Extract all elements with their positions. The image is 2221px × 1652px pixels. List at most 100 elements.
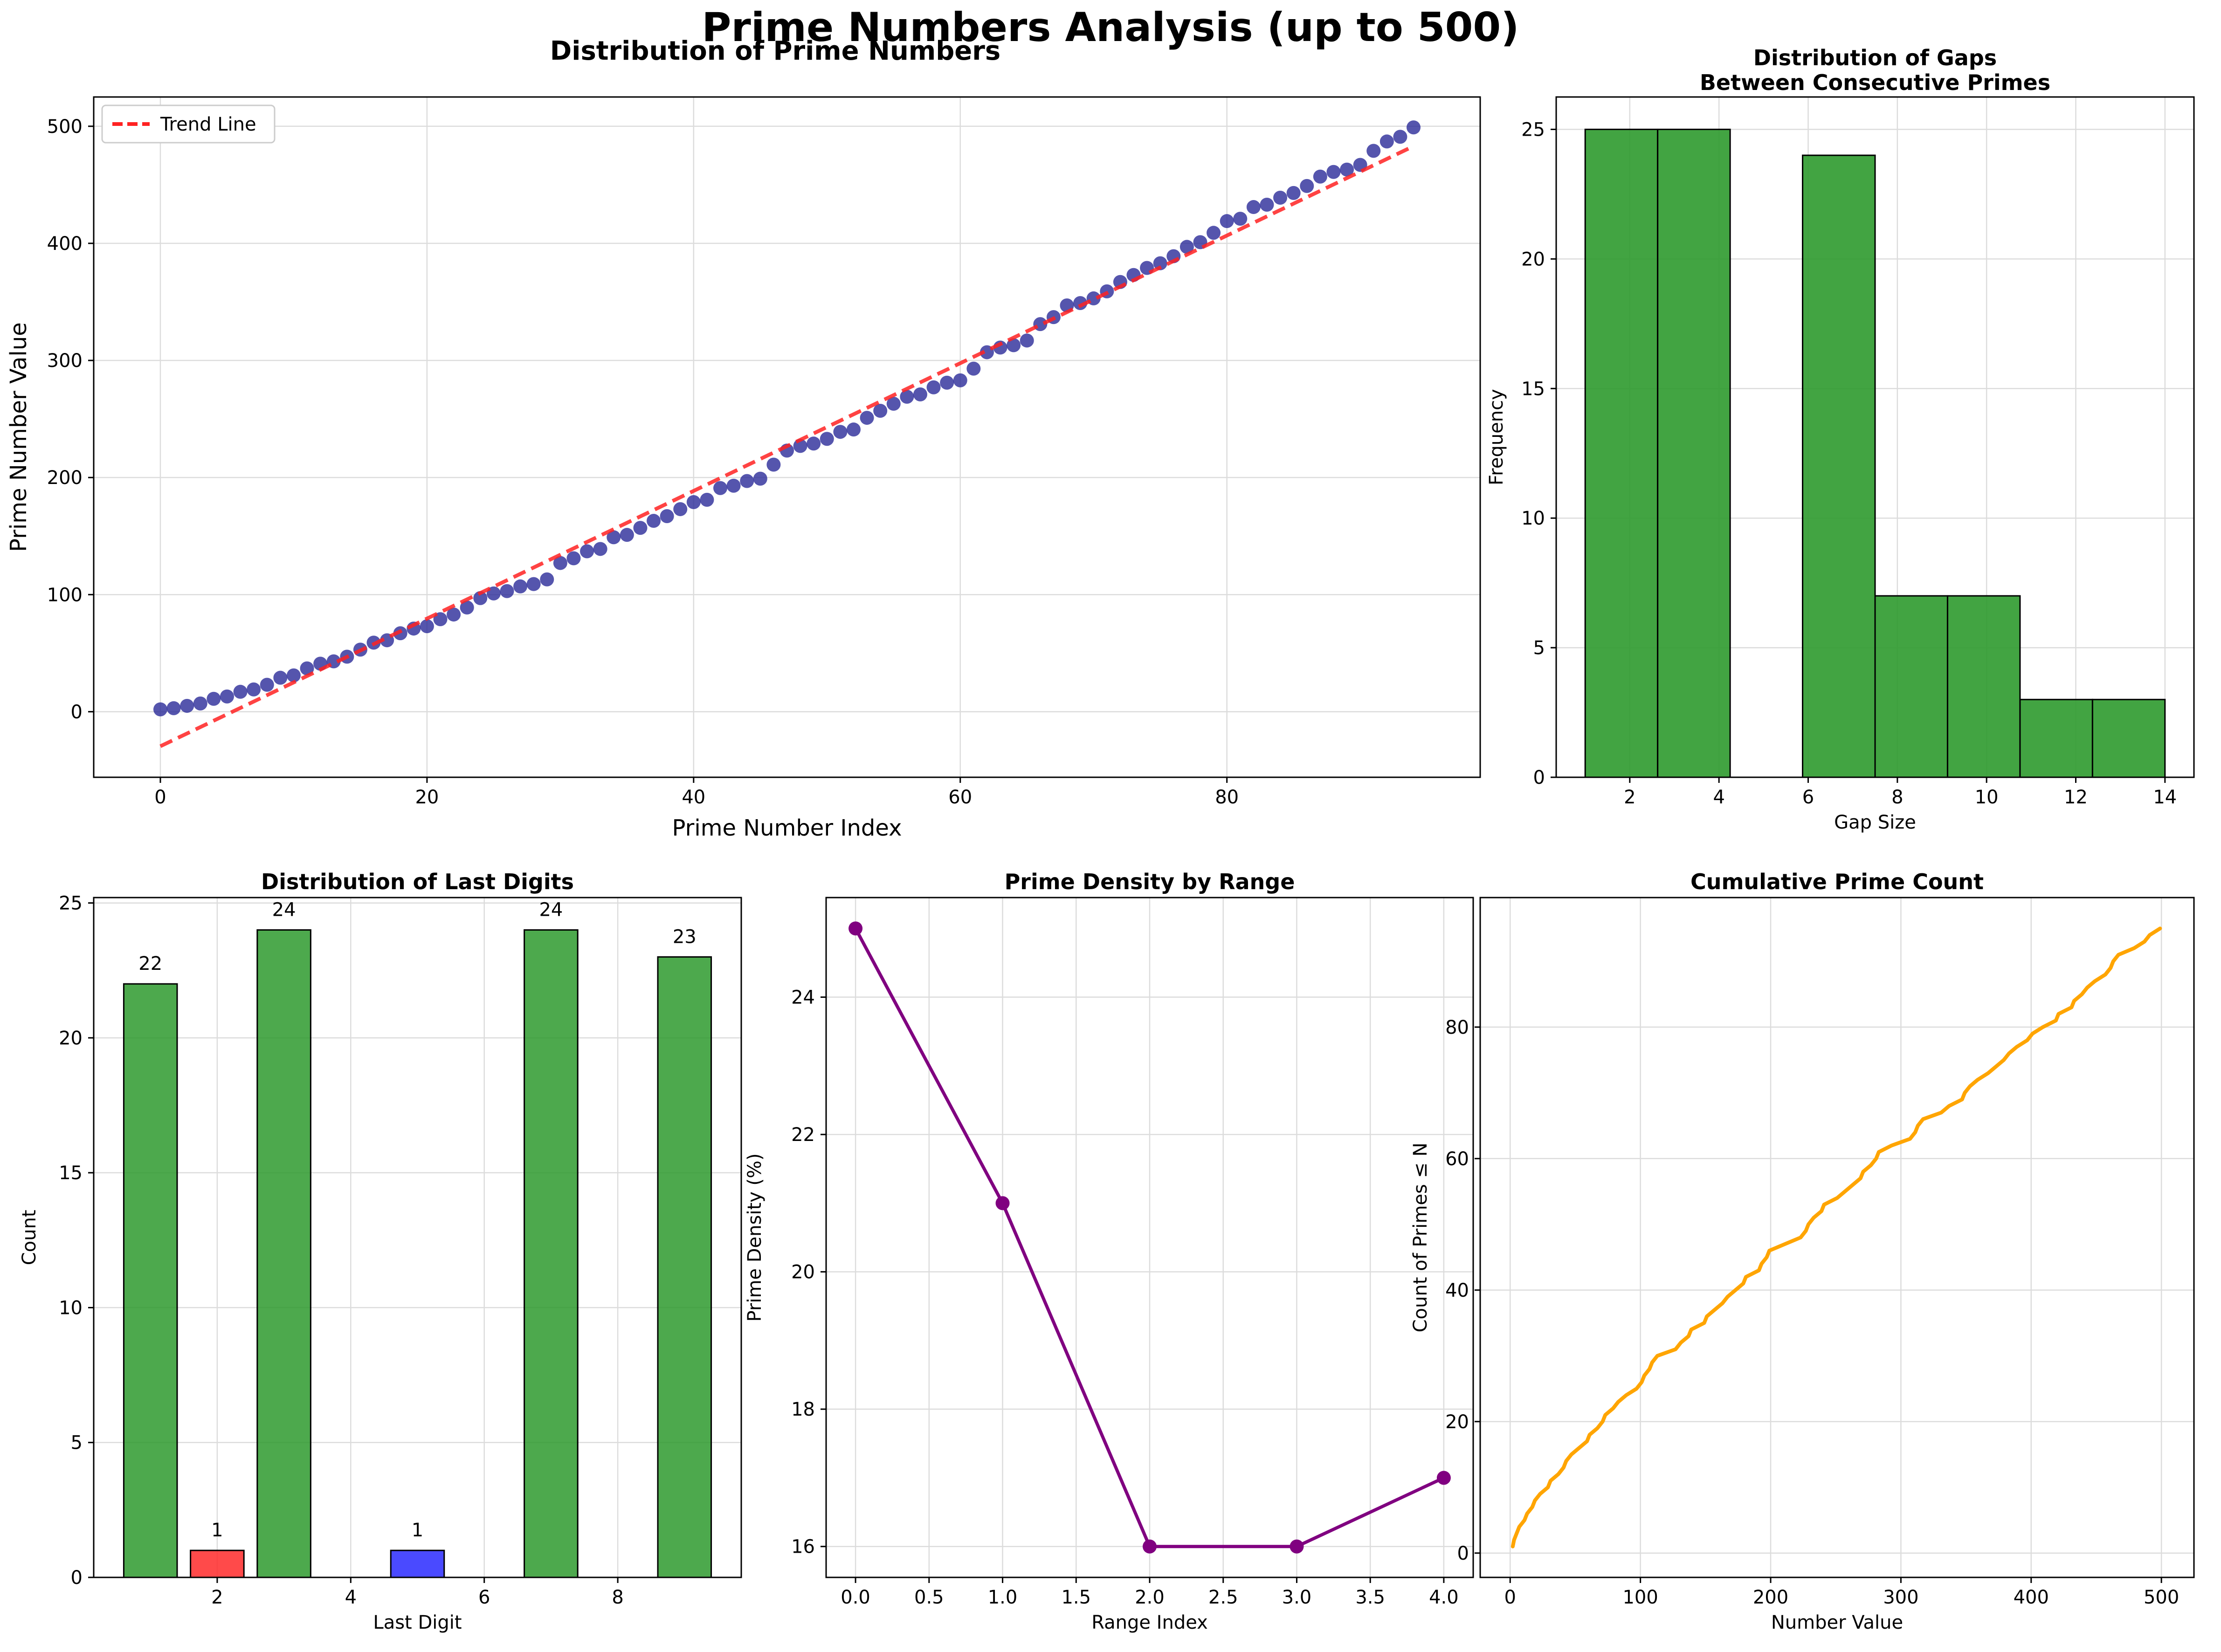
prime-point [233, 684, 248, 699]
prime-point [260, 677, 274, 692]
x-tick-label: 200 [1753, 1587, 1788, 1608]
x-tick-label: 0 [1504, 1587, 1516, 1608]
y-tick-label: 18 [791, 1399, 815, 1420]
gap-histogram-panel: 2 4 6 8 10 12 14 0 5 10 15 20 25 Gap Size Frequency Dis… [1486, 45, 2195, 833]
x-tick-label: 80 [1215, 787, 1239, 808]
x-tick-label: 40 [682, 787, 705, 808]
prime-point [1260, 198, 1274, 212]
prime-point [553, 556, 567, 570]
digit-bar [123, 983, 178, 1578]
prime-point [273, 670, 288, 685]
x-tick-label: 4 [345, 1587, 357, 1608]
histogram-bar [1584, 128, 1659, 778]
panel-title: Between Consecutive Primes [1700, 70, 2050, 95]
y-tick-label: 20 [1445, 1411, 1469, 1433]
bar-data-label: 1 [211, 1520, 223, 1541]
prime-point [1153, 256, 1167, 270]
y-tick-label: 0 [1533, 767, 1545, 788]
x-tick-label: 0 [154, 787, 166, 808]
cumulative-line [1511, 926, 2162, 1548]
prime-point [820, 432, 834, 446]
prime-point [1407, 120, 1421, 135]
prime-point [473, 591, 488, 605]
prime-point [526, 577, 541, 591]
legend-box [101, 104, 276, 144]
prime-point [300, 661, 314, 676]
y-tick-label: 5 [1533, 637, 1545, 659]
y-tick-label: 400 [47, 233, 83, 255]
trend-line [159, 144, 1414, 748]
y-axis-label: Prime Number Value [6, 322, 32, 552]
y-tick-label: 24 [791, 987, 815, 1009]
y-tick-label: 300 [47, 350, 83, 372]
prime-point [700, 492, 714, 507]
plot-frame [825, 897, 1474, 1578]
prime-point [220, 689, 234, 704]
prime-point [873, 403, 888, 418]
prime-point [966, 361, 981, 376]
x-axis-label: Number Value [1771, 1612, 1903, 1633]
prime-point [940, 375, 954, 390]
x-tick-label: 60 [948, 787, 972, 808]
prime-point [1393, 130, 1407, 144]
x-tick-label: 6 [478, 1587, 490, 1608]
y-tick-label: 15 [1521, 378, 1545, 400]
scatter-panel: 0 20 40 60 80 0 100 200 300 400 500 Prime Number In… [6, 36, 1481, 841]
density-panel: 0.0 0.5 1.0 1.5 2.0 2.5 3.0 3.5 4.0 16 18 20 22 24 Ran… [744, 869, 1474, 1633]
prime-point [886, 396, 901, 411]
y-tick-label: 0 [71, 1567, 83, 1589]
prime-point [207, 691, 221, 706]
prime-point [166, 701, 181, 715]
x-axis-label: Prime Number Index [672, 815, 902, 841]
x-axis-label: Gap Size [1834, 812, 1916, 833]
prime-point [1300, 179, 1314, 193]
legend-label: Trend Line [160, 114, 256, 135]
y-tick-label: 0 [1457, 1543, 1469, 1564]
bar-data-label: 1 [412, 1520, 423, 1541]
y-tick-label: 100 [47, 584, 83, 606]
x-tick-label: 8 [1891, 787, 1903, 808]
x-tick-label: 6 [1802, 787, 1814, 808]
panel-title: Distribution of Last Digits [261, 869, 574, 894]
prime-point [513, 579, 528, 594]
x-tick-label: 20 [415, 787, 439, 808]
y-tick-label: 16 [791, 1536, 815, 1558]
prime-point [1020, 333, 1034, 348]
prime-point [180, 698, 194, 713]
y-tick-label: 0 [71, 701, 83, 723]
prime-point [1246, 200, 1261, 214]
histogram-bar [1874, 595, 1948, 778]
prime-point [1220, 214, 1234, 228]
prime-point [1233, 212, 1248, 226]
x-tick-label: 0.0 [841, 1587, 870, 1608]
prime-point [460, 600, 474, 615]
prime-point [726, 478, 741, 493]
prime-point [1380, 134, 1394, 149]
y-tick-label: 40 [1445, 1280, 1469, 1301]
prime-point [1286, 186, 1301, 200]
x-axis-label: Last Digit [373, 1612, 462, 1633]
prime-point [1326, 165, 1341, 179]
x-axis-label: Range Index [1091, 1612, 1208, 1633]
plot-frame [93, 897, 742, 1578]
x-tick-label: 2.5 [1208, 1587, 1238, 1608]
plot-frame [1479, 897, 2195, 1578]
y-tick-label: 60 [1445, 1148, 1469, 1170]
y-tick-label: 20 [1521, 249, 1545, 270]
y-tick-label: 22 [791, 1124, 815, 1146]
prime-point [673, 502, 688, 516]
plot-frame [1555, 96, 2195, 778]
density-point [1290, 1539, 1304, 1554]
y-axis-label: Count [19, 1210, 40, 1265]
y-axis-label: Frequency [1486, 389, 1507, 485]
density-point [995, 1196, 1010, 1210]
y-tick-label: 25 [1521, 119, 1545, 140]
prime-point [633, 521, 648, 535]
y-tick-label: 25 [59, 893, 83, 914]
prime-point [1273, 190, 1288, 205]
x-tick-label: 4.0 [1429, 1587, 1459, 1608]
prime-point [247, 682, 261, 697]
x-tick-label: 500 [2144, 1587, 2179, 1608]
prime-point [807, 436, 821, 451]
